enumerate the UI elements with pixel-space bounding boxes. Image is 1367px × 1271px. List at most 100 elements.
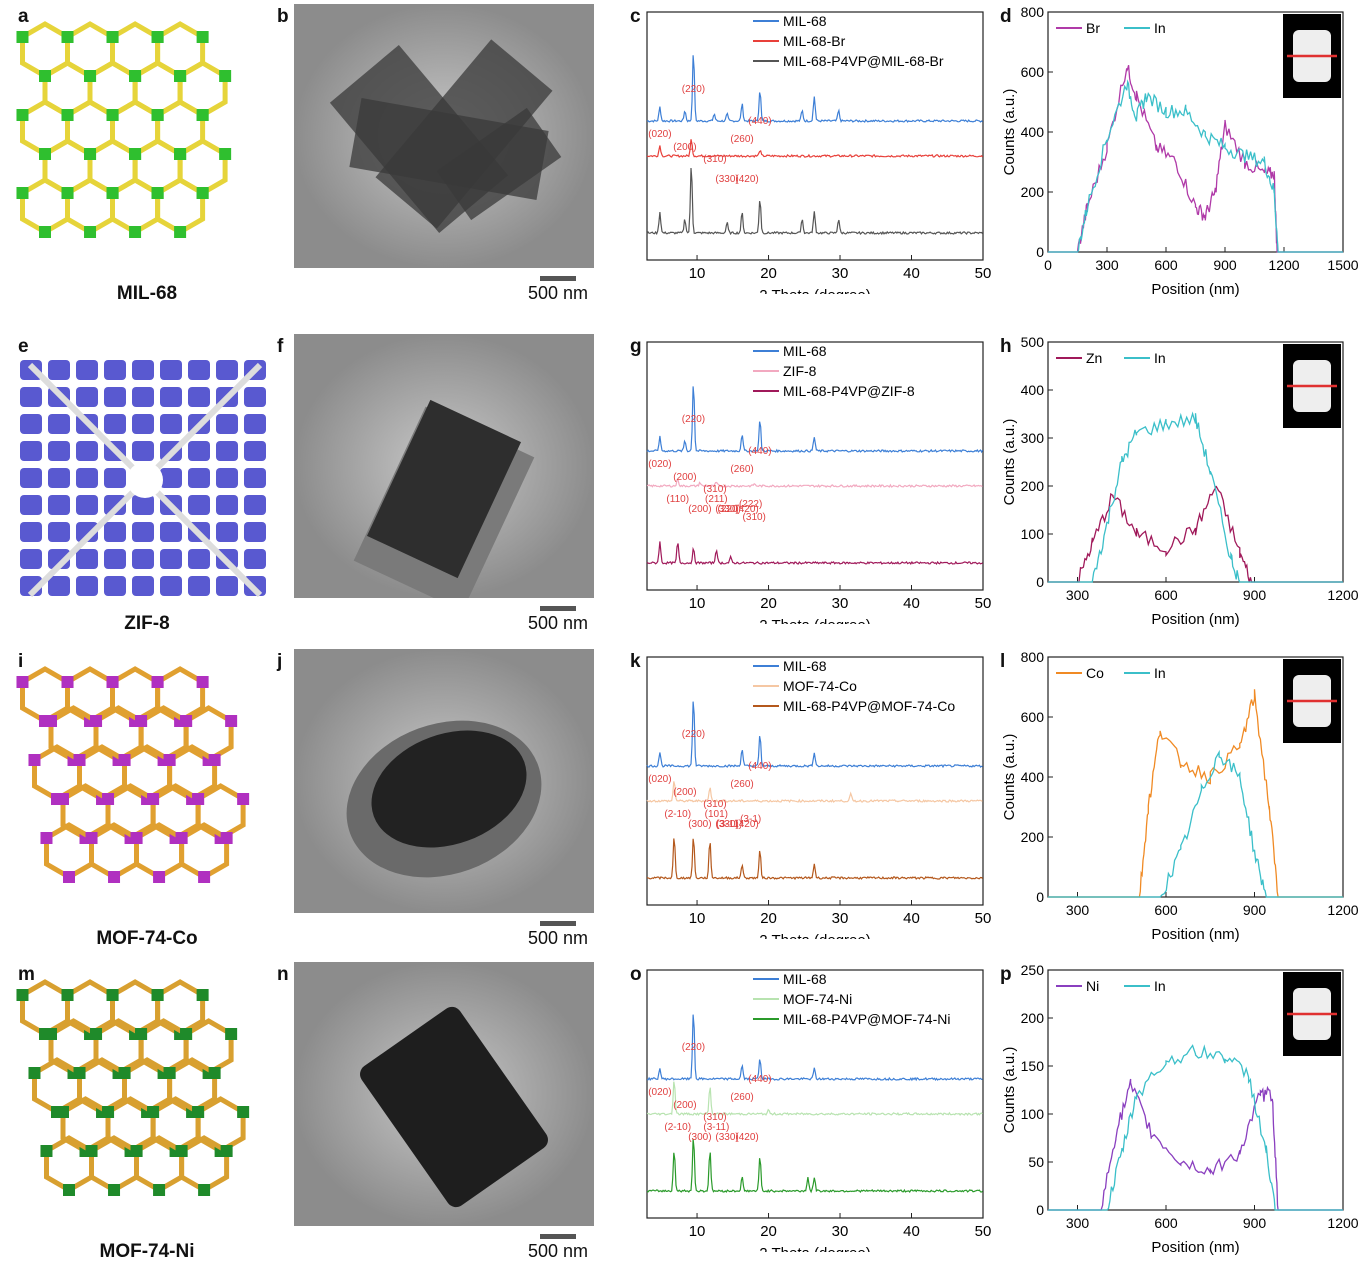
- xrd-peak-annotation: (220): [682, 414, 705, 425]
- eds-y-tick: 0: [1036, 244, 1044, 260]
- eds-x-label: Position (nm): [1151, 611, 1239, 628]
- xrd-series-0: [646, 701, 983, 769]
- eds-x-tick: 0: [1044, 257, 1052, 273]
- xrd-peak-annotation: (3-1): [740, 814, 761, 825]
- eds-y-tick: 800: [1021, 649, 1045, 665]
- xrd-peak-annotation: (310): [703, 154, 726, 165]
- xrd-peak-annotation: (330): [715, 504, 738, 515]
- xrd-x-tick: 10: [689, 595, 706, 612]
- xrd-peak-annotation: (260): [730, 779, 753, 790]
- xrd-peak-annotation: (310): [703, 799, 726, 810]
- eds-y-label: Counts (a.u.): [1001, 89, 1018, 176]
- panel-letter-b: b: [277, 6, 289, 27]
- panel-letter-m: m: [18, 964, 35, 985]
- xrd-peak-annotation: (3-11): [716, 819, 742, 830]
- eds-x-tick: 1200: [1327, 587, 1358, 603]
- scale-bar-label: 500 nm: [528, 928, 589, 948]
- xrd-legend-entry: MIL-68-P4VP@MIL-68-Br: [783, 53, 944, 69]
- eds-series-1: [1048, 79, 1343, 253]
- eds-series-1: [1048, 411, 1343, 583]
- eds-x-tick: 1200: [1327, 902, 1358, 918]
- scale-bar: [540, 921, 576, 926]
- eds-x-label: Position (nm): [1151, 926, 1239, 943]
- xrd-x-tick: 20: [760, 910, 777, 927]
- eds-legend-entry: In: [1154, 350, 1166, 366]
- scale-bar-label: 500 nm: [528, 613, 589, 633]
- scale-bar: [540, 606, 576, 611]
- eds-y-label: Counts (a.u.): [1001, 1047, 1018, 1134]
- xrd-peak-annotation: (222): [739, 499, 762, 510]
- xrd-peak-annotation: (020): [648, 129, 671, 140]
- eds-y-tick: 50: [1028, 1154, 1044, 1170]
- xrd-legend-entry: ZIF-8: [783, 363, 817, 379]
- xrd-chart: 10 20 30 40 50 2 Theta (degree) MIL-68 MOF-74-N…: [646, 969, 992, 1252]
- xrd-series-2: [646, 838, 984, 881]
- eds-series-0: [1048, 485, 1343, 583]
- eds-x-tick: 300: [1066, 587, 1090, 603]
- xrd-peak-annotation: (300): [688, 819, 711, 830]
- xrd-peak-annotation: (3-11): [703, 1122, 729, 1133]
- xrd-x-tick: 10: [689, 1223, 706, 1240]
- eds-y-tick: 250: [1021, 962, 1045, 978]
- eds-y-tick: 200: [1021, 1010, 1045, 1026]
- xrd-series-1: [646, 1081, 983, 1117]
- framework-structure-2: [16, 666, 250, 883]
- panel-letter-p: p: [1000, 964, 1012, 985]
- eds-y-tick: 500: [1021, 334, 1045, 350]
- xrd-series-0: [646, 386, 984, 454]
- xrd-peak-annotation: (220): [682, 729, 705, 740]
- eds-legend-entry: Co: [1086, 665, 1104, 681]
- xrd-series-0: [646, 55, 983, 123]
- eds-x-tick: 900: [1243, 902, 1267, 918]
- xrd-legend-entry: MIL-68: [783, 13, 827, 29]
- xrd-peak-annotation: (200): [673, 1100, 696, 1111]
- xrd-peak-annotation: (260): [730, 464, 753, 475]
- eds-x-label: Position (nm): [1151, 1239, 1239, 1256]
- panel-letter-f: f: [277, 336, 284, 357]
- eds-legend-entry: In: [1154, 665, 1166, 681]
- xrd-chart: 10 20 30 40 50 2 Theta (degree) MIL-68 MIL-68-B…: [646, 11, 992, 294]
- eds-x-tick: 300: [1066, 902, 1090, 918]
- panel-letter-o: o: [630, 964, 642, 985]
- xrd-peak-annotation: (420): [735, 504, 758, 515]
- xrd-peak-annotation: (200): [688, 504, 711, 515]
- scale-bar: [540, 1234, 576, 1239]
- xrd-x-tick: 50: [975, 1223, 992, 1240]
- eds-linescan-chart: 0 200 400 600 800 300 600 900 1200 Position (nm) C…: [1001, 649, 1359, 943]
- xrd-series-2: [646, 541, 983, 566]
- xrd-peak-annotation: (440): [748, 116, 771, 127]
- xrd-x-tick: 10: [689, 910, 706, 927]
- xrd-peak-annotation: (420): [735, 1132, 758, 1143]
- eds-y-tick: 200: [1021, 478, 1045, 494]
- xrd-series-2: [646, 167, 984, 236]
- eds-y-tick: 600: [1021, 709, 1045, 725]
- xrd-x-tick: 20: [760, 595, 777, 612]
- xrd-x-label: 2 Theta (degree): [759, 287, 870, 294]
- eds-legend-entry: Zn: [1086, 350, 1102, 366]
- eds-x-tick: 300: [1066, 1215, 1090, 1231]
- eds-x-tick: 900: [1243, 1215, 1267, 1231]
- xrd-x-label: 2 Theta (degree): [759, 932, 870, 939]
- xrd-x-tick: 20: [760, 265, 777, 282]
- eds-y-tick: 0: [1036, 1202, 1044, 1218]
- xrd-chart: 10 20 30 40 50 2 Theta (degree) MIL-68 MOF-74-C…: [646, 656, 991, 939]
- xrd-peak-annotation: (200): [673, 787, 696, 798]
- panel-letter-c: c: [630, 6, 641, 27]
- xrd-peak-annotation: (020): [648, 1087, 671, 1098]
- eds-series-0: [1048, 65, 1343, 253]
- xrd-x-tick: 50: [975, 265, 992, 282]
- eds-x-tick: 900: [1213, 257, 1237, 273]
- xrd-chart: 10 20 30 40 50 2 Theta (degree) MIL-68 ZIF-8 MIL…: [646, 341, 991, 624]
- xrd-peak-annotation: (211): [705, 494, 728, 505]
- eds-y-tick: 150: [1021, 1058, 1045, 1074]
- eds-x-tick: 900: [1243, 587, 1267, 603]
- xrd-peak-annotation: (310): [703, 484, 726, 495]
- eds-x-tick: 600: [1154, 587, 1178, 603]
- eds-y-tick: 0: [1036, 889, 1044, 905]
- eds-y-label: Counts (a.u.): [1001, 419, 1018, 506]
- eds-x-tick: 600: [1154, 902, 1178, 918]
- eds-y-tick: 400: [1021, 769, 1045, 785]
- eds-series-0: [1048, 1078, 1343, 1211]
- panel-letter-d: d: [1000, 6, 1012, 27]
- xrd-x-tick: 30: [832, 595, 849, 612]
